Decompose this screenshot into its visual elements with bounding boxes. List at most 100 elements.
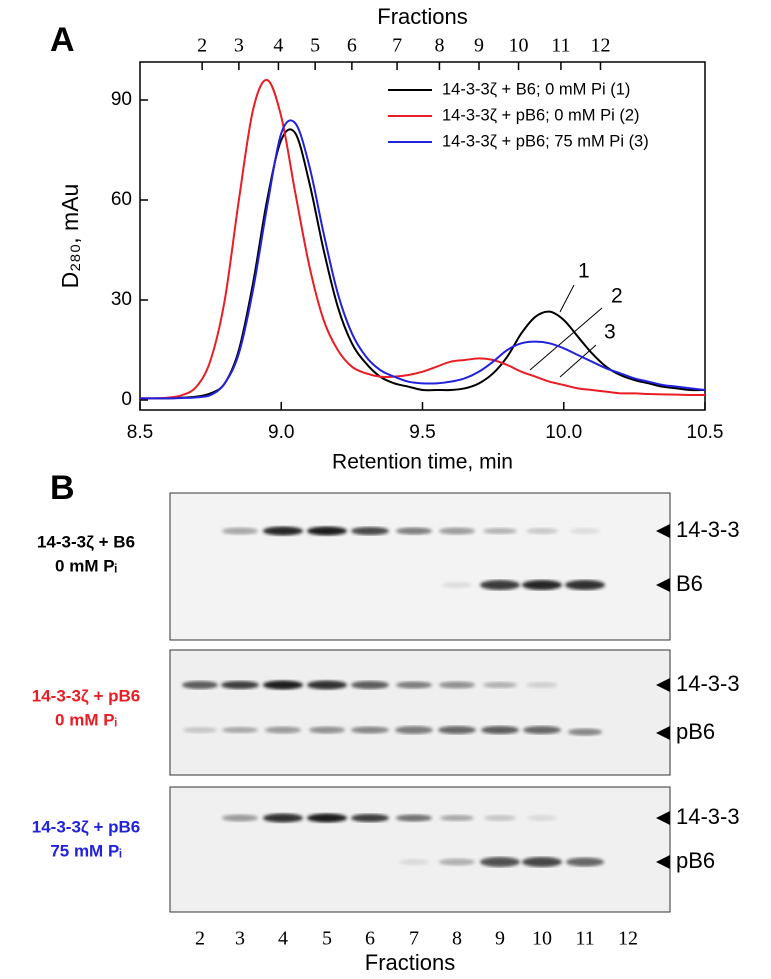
band-label: B6 <box>676 571 703 596</box>
band <box>183 727 217 733</box>
band-label: pB6 <box>676 848 715 873</box>
annotation-leader <box>529 307 603 371</box>
sample-label: 14-3-3ζ + pB6 <box>32 686 140 705</box>
band-marker <box>656 578 670 592</box>
annotation: 3 <box>604 321 616 344</box>
sample-label: 0 mM Pᵢ <box>55 710 117 729</box>
x2-tick-label: 11 <box>551 35 570 57</box>
band <box>483 528 517 534</box>
band <box>440 815 474 821</box>
band <box>438 726 476 734</box>
band <box>480 857 520 867</box>
lane-label: 2 <box>195 928 205 950</box>
y-tick-label: 0 <box>121 389 132 410</box>
band <box>568 728 602 736</box>
band-label: pB6 <box>676 719 715 744</box>
legend-label: 14-3-3ζ + pB6; 0 mM Pi (2) <box>442 106 640 124</box>
band-marker <box>656 855 670 869</box>
band <box>307 526 347 536</box>
sample-label: 14-3-3ζ + pB6 <box>32 817 140 836</box>
x2-tick-label: 4 <box>273 35 283 57</box>
band <box>395 726 433 734</box>
band <box>265 726 301 734</box>
gel <box>169 492 671 641</box>
band <box>484 815 516 821</box>
band-marker <box>656 811 670 825</box>
gel <box>169 649 671 776</box>
band-marker <box>656 524 670 538</box>
line-series <box>140 119 706 400</box>
band <box>263 680 303 690</box>
band <box>483 682 517 688</box>
sample-label: 14-3-3ζ + B6 <box>37 532 135 551</box>
x-tick-label: 10.0 <box>545 422 582 443</box>
lane-label: 9 <box>495 928 505 950</box>
band <box>396 814 432 822</box>
lane-label: 6 <box>365 928 375 950</box>
band-marker <box>656 726 670 740</box>
panel-label: B <box>50 469 75 507</box>
x-tick-label: 9.0 <box>268 422 294 443</box>
y-tick-label: 90 <box>111 89 132 110</box>
band <box>222 814 258 822</box>
x2-tick-label: 7 <box>392 35 402 57</box>
band <box>182 681 218 689</box>
x-axis-title: Retention time, min <box>332 451 513 474</box>
gel <box>169 786 671 913</box>
lane-label: 4 <box>278 928 288 950</box>
band-marker <box>656 678 670 692</box>
band <box>522 857 562 867</box>
line-series <box>139 79 706 400</box>
x2-tick-label: 10 <box>509 35 529 57</box>
x-tick-label: 8.5 <box>127 422 153 443</box>
band <box>439 527 475 535</box>
band <box>527 815 557 821</box>
band <box>439 858 475 866</box>
lane-label: 12 <box>618 928 638 950</box>
panel-label: A <box>50 21 75 59</box>
line-series <box>140 128 706 400</box>
band <box>526 682 558 688</box>
annotation-leader <box>559 284 575 313</box>
band <box>263 813 303 823</box>
lane-label: 3 <box>235 928 245 950</box>
sample-label: 0 mM Pᵢ <box>55 556 117 575</box>
band <box>481 726 519 734</box>
y-tick-label: 30 <box>111 289 132 310</box>
band <box>396 527 432 535</box>
band <box>222 727 258 733</box>
band <box>523 726 561 734</box>
band <box>565 580 605 590</box>
band-label: 14-3-3 <box>676 517 740 542</box>
legend-label: 14-3-3ζ + pB6; 75 mM Pi (3) <box>442 132 649 150</box>
band <box>221 681 259 689</box>
x-tick-label: 10.5 <box>687 422 724 443</box>
y-axis-title: D₂₈₀, mAu <box>57 184 83 289</box>
x2-tick-label: 8 <box>434 35 444 57</box>
band <box>522 580 562 590</box>
band <box>399 859 429 865</box>
lane-label: 10 <box>532 928 552 950</box>
x2-axis-title: Fractions <box>377 4 467 29</box>
lane-label: 7 <box>409 928 419 950</box>
x2-tick-label: 2 <box>197 35 207 57</box>
x2-tick-label: 3 <box>234 35 244 57</box>
x-axis-title: Fractions <box>365 950 455 975</box>
band <box>351 681 389 689</box>
band <box>570 528 600 534</box>
band <box>351 814 389 822</box>
band <box>526 528 558 534</box>
band <box>439 681 475 689</box>
band <box>307 813 347 823</box>
band <box>480 580 520 590</box>
band <box>263 526 303 536</box>
annotation: 1 <box>578 260 590 283</box>
band <box>222 527 258 535</box>
sample-label: 75 mM Pᵢ <box>50 841 121 860</box>
legend-label: 14-3-3ζ + B6; 0 mM Pi (1) <box>442 80 630 98</box>
x2-tick-label: 5 <box>310 35 320 57</box>
lane-label: 5 <box>322 928 332 950</box>
x2-tick-label: 9 <box>474 35 484 57</box>
band-label: 14-3-3 <box>676 671 740 696</box>
